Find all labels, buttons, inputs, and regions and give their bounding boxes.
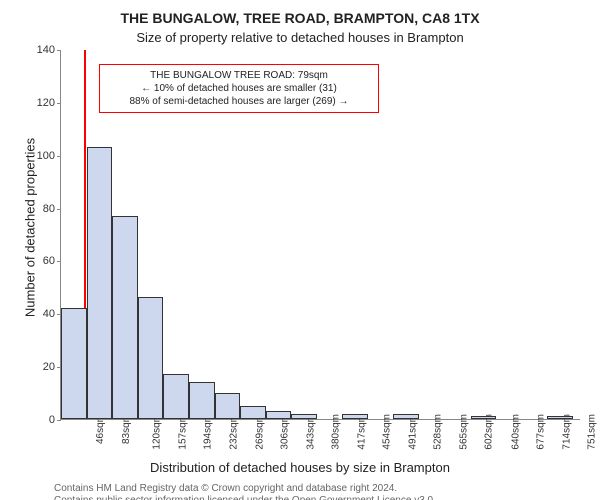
y-tick-label: 120 xyxy=(21,97,55,109)
x-tick-label: 194sqm xyxy=(203,414,214,450)
x-tick-label: 343sqm xyxy=(305,414,316,450)
chart-page: THE BUNGALOW, TREE ROAD, BRAMPTON, CA8 1… xyxy=(0,0,600,500)
x-tick-label: 602sqm xyxy=(484,414,495,450)
x-tick-label: 417sqm xyxy=(356,414,367,450)
y-tick-label: 0 xyxy=(21,414,55,426)
annotation-line-1: THE BUNGALOW TREE ROAD: 79sqm xyxy=(106,69,372,82)
chart-subtitle: Size of property relative to detached ho… xyxy=(0,30,600,45)
y-tick-label: 140 xyxy=(21,44,55,56)
chart-title: THE BUNGALOW, TREE ROAD, BRAMPTON, CA8 1… xyxy=(0,10,600,26)
histogram-bar xyxy=(240,406,266,419)
x-tick-label: 751sqm xyxy=(587,414,598,450)
histogram-bar xyxy=(189,382,215,419)
y-tick-label: 40 xyxy=(21,308,55,320)
histogram-bar xyxy=(471,416,497,419)
histogram-bar xyxy=(163,374,189,419)
x-axis-label: Distribution of detached houses by size … xyxy=(0,460,600,475)
x-tick-label: 306sqm xyxy=(280,414,291,450)
copyright-line2: Contains public sector information licen… xyxy=(54,495,436,500)
y-tick-label: 80 xyxy=(21,203,55,215)
histogram-bar xyxy=(393,414,419,419)
histogram-bar xyxy=(547,416,573,419)
x-tick-label: 565sqm xyxy=(459,414,470,450)
y-tick-mark xyxy=(57,103,61,104)
y-tick-label: 60 xyxy=(21,255,55,267)
y-tick-label: 20 xyxy=(21,361,55,373)
x-tick-label: 120sqm xyxy=(152,414,163,450)
x-tick-label: 232sqm xyxy=(229,414,240,450)
x-tick-label: 157sqm xyxy=(177,414,188,450)
y-tick-mark xyxy=(57,50,61,51)
x-tick-label: 714sqm xyxy=(561,414,572,450)
annotation-line-2: ← 10% of detached houses are smaller (31… xyxy=(106,82,372,95)
plot-area: THE BUNGALOW TREE ROAD: 79sqm ← 10% of d… xyxy=(60,50,580,420)
copyright-line1: Contains HM Land Registry data © Crown c… xyxy=(54,483,397,494)
y-tick-label: 100 xyxy=(21,150,55,162)
annotation-line-3: 88% of semi-detached houses are larger (… xyxy=(106,95,372,108)
x-tick-label: 454sqm xyxy=(382,414,393,450)
histogram-bar xyxy=(342,414,368,419)
histogram-bar xyxy=(266,411,292,419)
x-tick-label: 528sqm xyxy=(433,414,444,450)
x-tick-label: 491sqm xyxy=(407,414,418,450)
histogram-bar xyxy=(291,414,317,419)
histogram-bar xyxy=(215,393,241,419)
x-tick-label: 380sqm xyxy=(331,414,342,450)
x-tick-label: 677sqm xyxy=(536,414,547,450)
y-tick-mark xyxy=(57,156,61,157)
annotation-box: THE BUNGALOW TREE ROAD: 79sqm ← 10% of d… xyxy=(99,64,379,113)
y-tick-mark xyxy=(57,261,61,262)
x-tick-label: 640sqm xyxy=(510,414,521,450)
histogram-bar xyxy=(138,297,164,419)
y-tick-mark xyxy=(57,209,61,210)
y-tick-mark xyxy=(57,420,61,421)
histogram-bar xyxy=(61,308,87,419)
x-tick-label: 269sqm xyxy=(254,414,265,450)
histogram-bar xyxy=(112,216,138,420)
histogram-bar xyxy=(87,147,113,419)
